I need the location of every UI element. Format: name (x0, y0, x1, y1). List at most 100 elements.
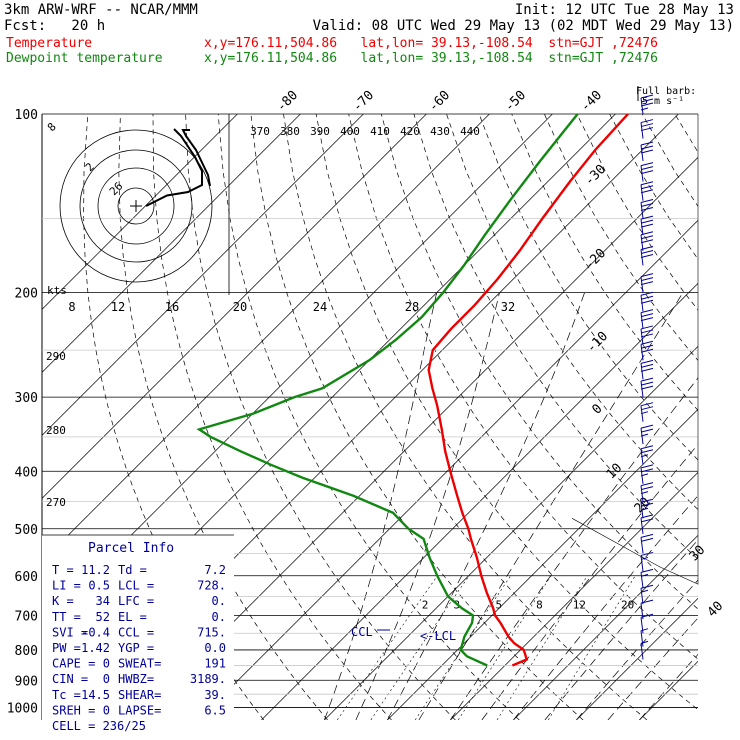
wind-barb-flag (640, 145, 654, 150)
wind-barb (640, 514, 654, 534)
wind-barb-flag (640, 381, 654, 386)
parcel-key: SWEAT= (118, 657, 161, 671)
hodograph-axis-label-12: 12 (111, 300, 125, 314)
wind-barb-flag (640, 589, 649, 593)
moist-adiabat (450, 377, 698, 720)
wind-barb-flag (640, 482, 654, 487)
wind-barb-flag (640, 406, 654, 411)
wind-barb-flag (640, 223, 654, 228)
hodograph-kts-label: kts (47, 284, 67, 297)
wind-barb-flag (640, 518, 654, 523)
dry-adiabat (152, 114, 392, 720)
wind-barb-flag (640, 428, 654, 433)
wind-barb-flag (640, 107, 649, 111)
parcel-value: 34 (96, 594, 110, 608)
isotherm (702, 114, 740, 720)
dry-adiabat-grid (83, 114, 698, 720)
wind-barb-flag (640, 507, 649, 511)
hodograph-axis-label-8: 8 (68, 300, 75, 314)
wind-barb (640, 445, 654, 465)
isotherm (387, 408, 698, 720)
wind-barb-flag (640, 464, 654, 469)
wind-barb (640, 377, 654, 398)
wind-barb (640, 215, 654, 236)
wind-barb-flag (640, 250, 654, 254)
pressure-label-400: 400 (15, 465, 38, 480)
temperature-line (427, 114, 629, 667)
wind-barb-flag (640, 127, 654, 132)
parcel-key: PW = (52, 641, 81, 655)
moist-adiabat (639, 653, 698, 720)
wind-barb (640, 551, 654, 572)
side-temp-label--30: -30 (582, 162, 609, 189)
pressure-label-500: 500 (15, 523, 38, 538)
pressure-label-100: 100 (15, 108, 38, 123)
wind-barb-flag (640, 551, 654, 556)
theta-label-430: 430 (430, 125, 450, 138)
parcel-value: 191 (204, 657, 226, 671)
wind-barb (640, 482, 654, 502)
dry-adiabat (413, 114, 698, 560)
wind-barb-flag (640, 207, 654, 211)
wind-barb (640, 325, 654, 346)
wind-barb (640, 231, 654, 251)
wind-barb-flag (640, 281, 654, 286)
wind-barb-flag (640, 533, 654, 538)
parcel-value: 52 (96, 610, 110, 624)
theta-label-400: 400 (340, 125, 360, 138)
theta-label-410: 410 (370, 125, 390, 138)
wind-barb-flag (640, 291, 654, 296)
dry-adiabat (283, 114, 648, 720)
hodograph-trace (145, 128, 203, 207)
mixing-ratio-label-2: 2 (422, 598, 429, 611)
moist-adiabat (418, 292, 684, 720)
wind-barb-flag (640, 277, 654, 282)
wind-barb (640, 309, 654, 329)
parcel-value: 715. (197, 625, 226, 639)
mixing-ratio-line (337, 575, 438, 720)
pressure-label-1000: 1000 (7, 701, 38, 716)
pressure-label-300: 300 (15, 391, 38, 406)
wind-barb-staff (640, 517, 644, 534)
wind-barb-flag (640, 514, 654, 519)
model-title: 3km ARW-WRF -- NCAR/MMM (4, 2, 198, 18)
side-temp-label-30: 30 (687, 543, 709, 565)
ccl-label: CCL (351, 625, 373, 639)
theta-label-420: 420 (400, 125, 420, 138)
wind-barb-flag (640, 348, 654, 353)
parcel-value: 0.0 (204, 641, 226, 655)
theta-label-440: 440 (460, 125, 480, 138)
wind-barb-flag (640, 445, 654, 450)
wind-barb-flag (640, 359, 654, 364)
dewpoint-legend: Dewpoint temperature (6, 51, 163, 66)
side-temp-label--10: -10 (584, 329, 611, 356)
wind-barb-flag (640, 219, 654, 224)
hodograph-ring (79, 149, 193, 263)
theta-label-370: 370 (250, 125, 270, 138)
wind-barb-flag (640, 123, 654, 128)
valid-time: Valid: 08 UTC Wed 29 May 13 (02 MDT Wed … (312, 18, 734, 34)
wind-barb-flag (640, 340, 654, 345)
theta-side-label-280: 280 (46, 424, 66, 437)
wind-barb-flag (640, 235, 654, 240)
parcel-key: LFC = (118, 594, 154, 608)
moist-adiabat (481, 443, 698, 720)
wind-barb (640, 94, 654, 115)
parcel-value: 728. (197, 579, 226, 593)
parcel-key: K = (52, 594, 74, 608)
hodograph-ring-label-8: 8 (45, 120, 59, 134)
parcel-value: 1.42 (81, 641, 110, 655)
parcel-value: 0. (212, 610, 226, 624)
wind-barb (640, 246, 654, 266)
dry-adiabat (380, 114, 698, 610)
lcl-label: <-LCL (420, 629, 456, 643)
wind-barb (640, 273, 654, 293)
top-temp-label--50: -50 (502, 88, 529, 115)
parcel-value: 7.2 (204, 563, 226, 577)
parcel-key: SVI = (52, 625, 88, 639)
hodograph-ring (59, 129, 213, 283)
dry-adiabat (217, 114, 520, 720)
moist-adiabat (355, 292, 500, 720)
dewpoint-station-info: x,y=176.11,504.86 lat,lon= 39.13,-108.54… (204, 51, 658, 66)
parcel-key: TT = (52, 610, 81, 624)
